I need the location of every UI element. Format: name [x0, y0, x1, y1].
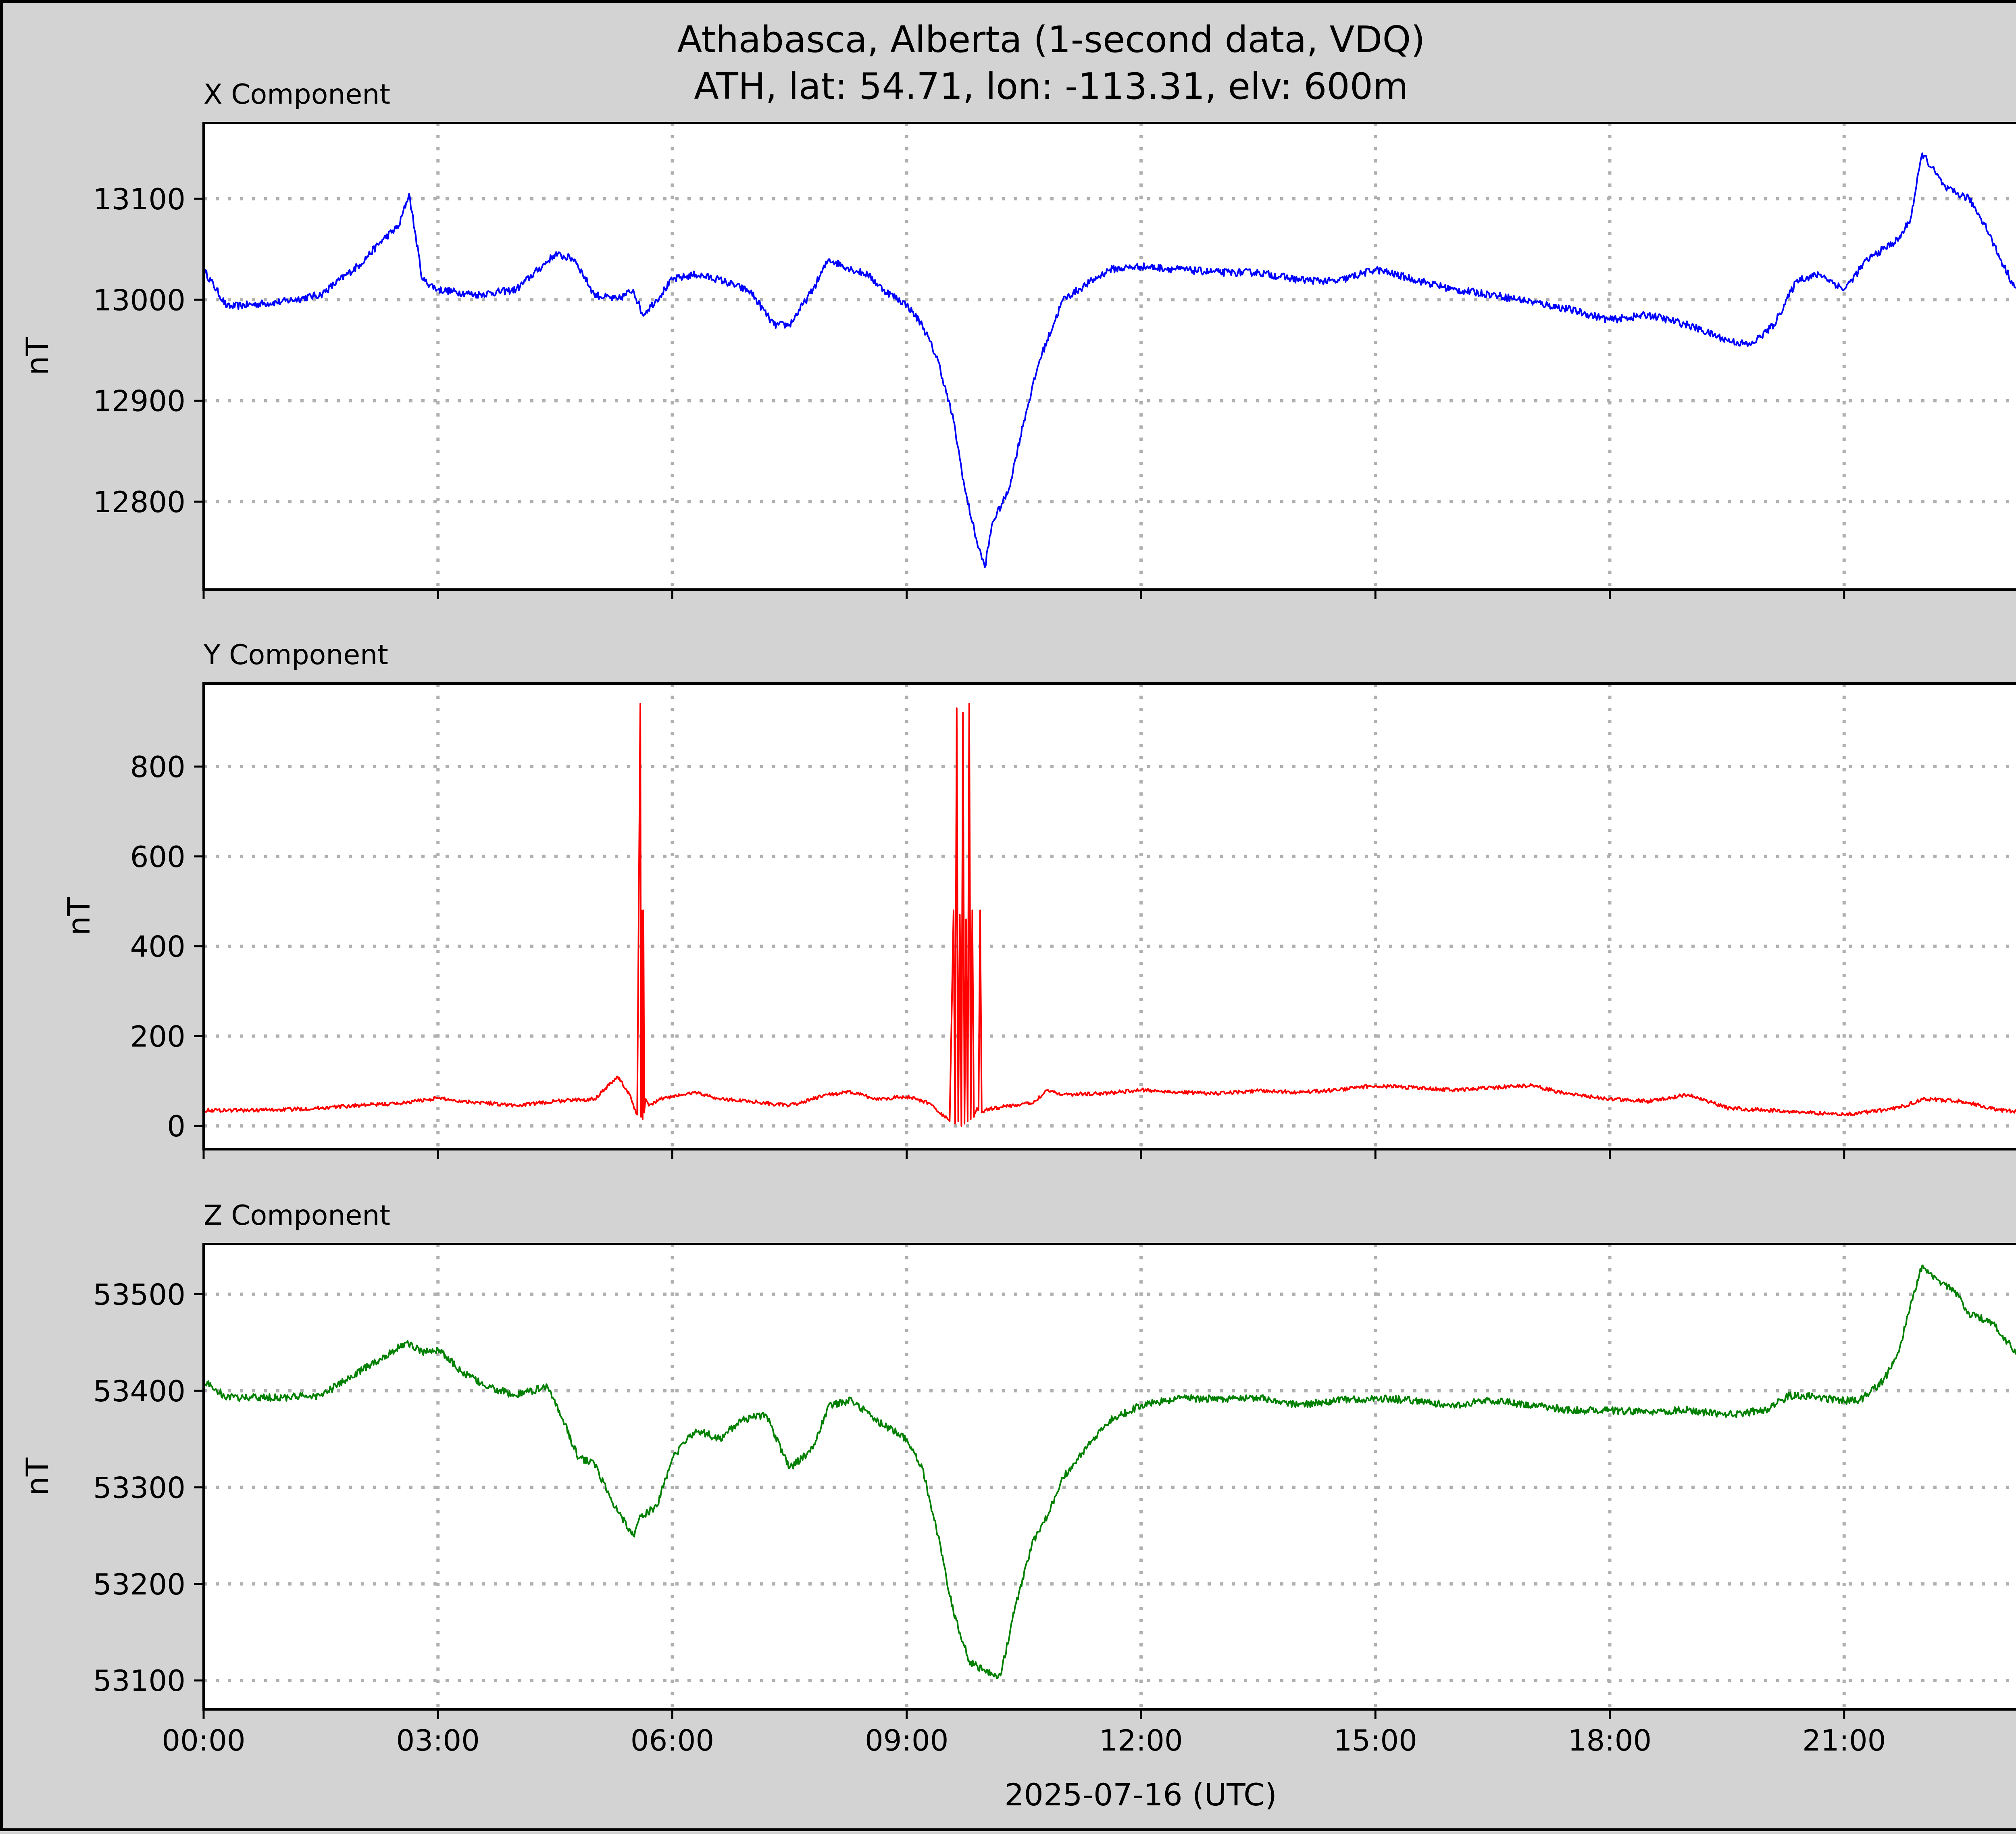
x-tick-label: 15:00: [1334, 1724, 1418, 1757]
x-tick-label: 03:00: [396, 1724, 480, 1757]
y-plot-area: [204, 684, 2016, 1149]
panels: X Component nT 12800 12900 13000 13100 Y Compo…: [19, 79, 2016, 1757]
x-y-tick-label: 13000: [93, 283, 185, 317]
y-axes-frame: [202, 682, 2016, 1150]
z-y-tick-label: 53200: [93, 1567, 185, 1601]
x-tick-label: 00:00: [162, 1724, 246, 1757]
x-panel-title: X Component: [204, 79, 390, 110]
y-y-tick-label: 400: [130, 930, 185, 964]
y-y-tick-label: 0: [167, 1109, 185, 1143]
x-tick-label: 12:00: [1099, 1724, 1183, 1757]
x-tick-label: 06:00: [631, 1724, 714, 1757]
z-plot-area: [204, 1244, 2016, 1709]
z-panel: Z Component nT 00:00 03:00 06:00 09:00 12:00 15…: [19, 1200, 2016, 1757]
y-y-tick-label: 800: [130, 750, 185, 784]
chart-svg: Athabasca, Alberta (1-second data, VDQ) …: [19, 19, 2016, 1813]
z-y-tick-label: 53300: [93, 1471, 185, 1505]
z-y-axis-label: nT: [19, 1457, 55, 1496]
x-tick-label: 09:00: [865, 1724, 949, 1757]
x-axes-frame: [202, 122, 2016, 591]
x-y-tick-label: 12900: [93, 384, 185, 418]
x-y-tick-label: 13100: [93, 182, 185, 216]
z-panel-title: Z Component: [204, 1200, 390, 1232]
x-tick-label: 21:00: [1802, 1724, 1886, 1757]
y-panel-title: Y Component: [203, 639, 388, 671]
y-y-tick-label: 600: [130, 840, 185, 874]
x-tick-label: 18:00: [1568, 1724, 1652, 1757]
z-y-tick-label: 53500: [93, 1278, 185, 1311]
z-y-tick-label: 53400: [93, 1374, 185, 1408]
figure-title-line2: ATH, lat: 54.71, lon: -113.31, elv: 600m: [694, 65, 1408, 108]
x-y-tick-label: 12800: [93, 485, 185, 519]
x-panel: X Component nT 12800 12900 13000 13100: [19, 79, 2016, 599]
x-plot-area: [204, 123, 2016, 590]
y-y-axis-label: nT: [61, 897, 97, 936]
z-series-line: [203, 1264, 2016, 1679]
figure-title-line1: Athabasca, Alberta (1-second data, VDQ): [677, 19, 1425, 61]
y-y-tick-label: 200: [130, 1019, 185, 1053]
y-series-line: [203, 703, 2016, 1127]
x-y-axis-label: nT: [19, 337, 55, 375]
y-panel: Y Component nT 0 200 400 600 800: [61, 639, 2016, 1159]
x-axis-label: 2025-07-16 (UTC): [1004, 1777, 1277, 1813]
z-y-tick-label: 53100: [93, 1664, 185, 1698]
x-series-line: [203, 152, 2016, 568]
z-axes-frame: [202, 1243, 2016, 1711]
